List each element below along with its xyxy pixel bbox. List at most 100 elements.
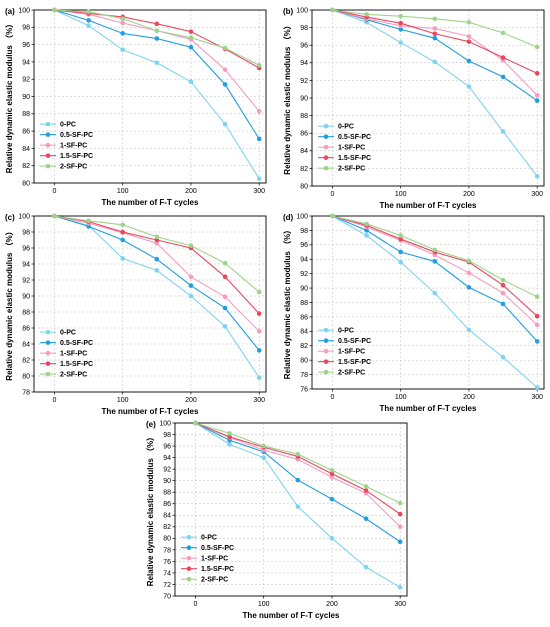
plot-frame xyxy=(174,422,408,597)
x-tick-label: 300 xyxy=(253,188,265,195)
y-tick-label: 92 xyxy=(300,271,308,278)
y-tick-label: 98 xyxy=(300,228,308,235)
panel-label: (d) xyxy=(283,213,294,222)
data-point xyxy=(120,31,126,36)
data-point xyxy=(534,322,540,328)
x-tick-label: 100 xyxy=(258,601,270,608)
data-point xyxy=(295,477,301,483)
data-point xyxy=(534,313,540,319)
data-point xyxy=(154,28,160,34)
y-axis-title: Relative dynamic elastic modulus （%） xyxy=(282,21,292,174)
legend-marker xyxy=(323,155,329,160)
y-axis-title: Relative dynamic elastic modulus （%） xyxy=(145,433,155,586)
y-tick-label: 98 xyxy=(163,432,171,439)
legend-marker xyxy=(323,144,329,150)
data-point xyxy=(500,282,506,288)
data-point xyxy=(86,224,91,229)
y-tick-label: 98 xyxy=(300,25,308,32)
data-point xyxy=(398,233,404,238)
legend-marker xyxy=(186,555,192,561)
data-point xyxy=(432,59,438,65)
y-tick-label: 86 xyxy=(22,129,30,136)
y-tick-label: 94 xyxy=(300,257,308,264)
data-point xyxy=(120,222,126,228)
data-point xyxy=(222,82,228,87)
legend-marker xyxy=(45,340,51,345)
y-axis-title: Relative dynamic elastic modulus （%） xyxy=(282,226,292,379)
data-point xyxy=(500,74,506,80)
legend-label: 1-SF-PC xyxy=(338,349,365,356)
y-tick-label: 84 xyxy=(300,329,308,336)
series-line xyxy=(332,215,538,342)
y-axis-title: Relative dynamic elastic modulus （%） xyxy=(4,20,14,173)
y-tick-label: 70 xyxy=(163,593,171,600)
legend-marker xyxy=(45,132,51,137)
y-tick-label: 80 xyxy=(22,180,30,187)
data-point xyxy=(86,23,91,28)
y-tick-label: 98 xyxy=(22,25,30,32)
data-point xyxy=(188,79,194,85)
legend-label: 0.5-SF-PC xyxy=(60,132,93,139)
panel-label: (a) xyxy=(5,7,15,16)
legend-marker xyxy=(45,361,51,366)
legend-marker xyxy=(323,134,329,139)
legend-label: 1.5-SF-PC xyxy=(338,359,371,366)
y-tick-label: 78 xyxy=(22,389,30,396)
legend-label: 0.5-SF-PC xyxy=(201,545,234,552)
data-point xyxy=(227,434,232,440)
y-tick-label: 82 xyxy=(163,524,171,531)
data-point xyxy=(329,474,335,480)
data-point xyxy=(397,511,403,517)
data-point xyxy=(222,260,228,266)
legend-label: 0-PC xyxy=(201,535,217,542)
y-tick-label: 98 xyxy=(22,229,30,236)
data-point xyxy=(188,44,194,50)
legend-label: 2-SF-PC xyxy=(338,370,365,377)
data-point xyxy=(397,500,403,506)
legend-label: 0-PC xyxy=(338,124,354,131)
y-tick-label: 100 xyxy=(296,213,308,220)
y-tick-label: 86 xyxy=(22,325,30,332)
data-point xyxy=(397,585,403,590)
data-point xyxy=(398,40,404,45)
y-tick-label: 86 xyxy=(163,501,171,508)
data-point xyxy=(188,293,194,299)
y-tick-label: 94 xyxy=(300,60,308,67)
data-point xyxy=(86,9,91,15)
x-tick-label: 100 xyxy=(395,191,407,198)
y-tick-label: 94 xyxy=(163,455,171,462)
legend-marker xyxy=(45,121,51,127)
y-tick-label: 92 xyxy=(300,78,308,85)
legend-label: 0-PC xyxy=(60,122,76,129)
data-point xyxy=(329,536,335,541)
data-point xyxy=(466,285,472,290)
data-point xyxy=(120,229,126,235)
data-point xyxy=(500,55,506,60)
chart-panel: 76 78 80 82 84 86 88 90 92 94 96 98 100 0 100 200 300 The… xyxy=(282,213,545,413)
series-line xyxy=(54,215,260,332)
legend-label: 0.5-SF-PC xyxy=(338,134,371,141)
data-point xyxy=(432,247,438,253)
y-tick-label: 86 xyxy=(300,314,308,321)
data-point xyxy=(227,431,232,436)
y-tick-label: 82 xyxy=(300,166,308,173)
data-point xyxy=(256,289,262,295)
y-tick-label: 92 xyxy=(163,467,171,474)
x-tick-label: 0 xyxy=(331,394,335,401)
data-point xyxy=(500,354,506,360)
data-point xyxy=(222,274,228,280)
legend-marker xyxy=(45,350,51,356)
data-point xyxy=(397,539,403,545)
data-point xyxy=(222,45,228,51)
data-point xyxy=(534,385,540,390)
data-point xyxy=(534,98,540,103)
data-point xyxy=(398,236,404,242)
data-point xyxy=(256,63,262,68)
y-tick-label: 76 xyxy=(300,386,308,393)
x-tick-label: 200 xyxy=(463,394,475,401)
series-line xyxy=(332,215,538,326)
chart-panel: 70 72 74 76 78 80 82 84 86 88 90 92 94 96 98 100 0 100 200… xyxy=(145,420,408,620)
y-tick-label: 100 xyxy=(18,213,30,220)
y-tick-label: 96 xyxy=(163,443,171,450)
